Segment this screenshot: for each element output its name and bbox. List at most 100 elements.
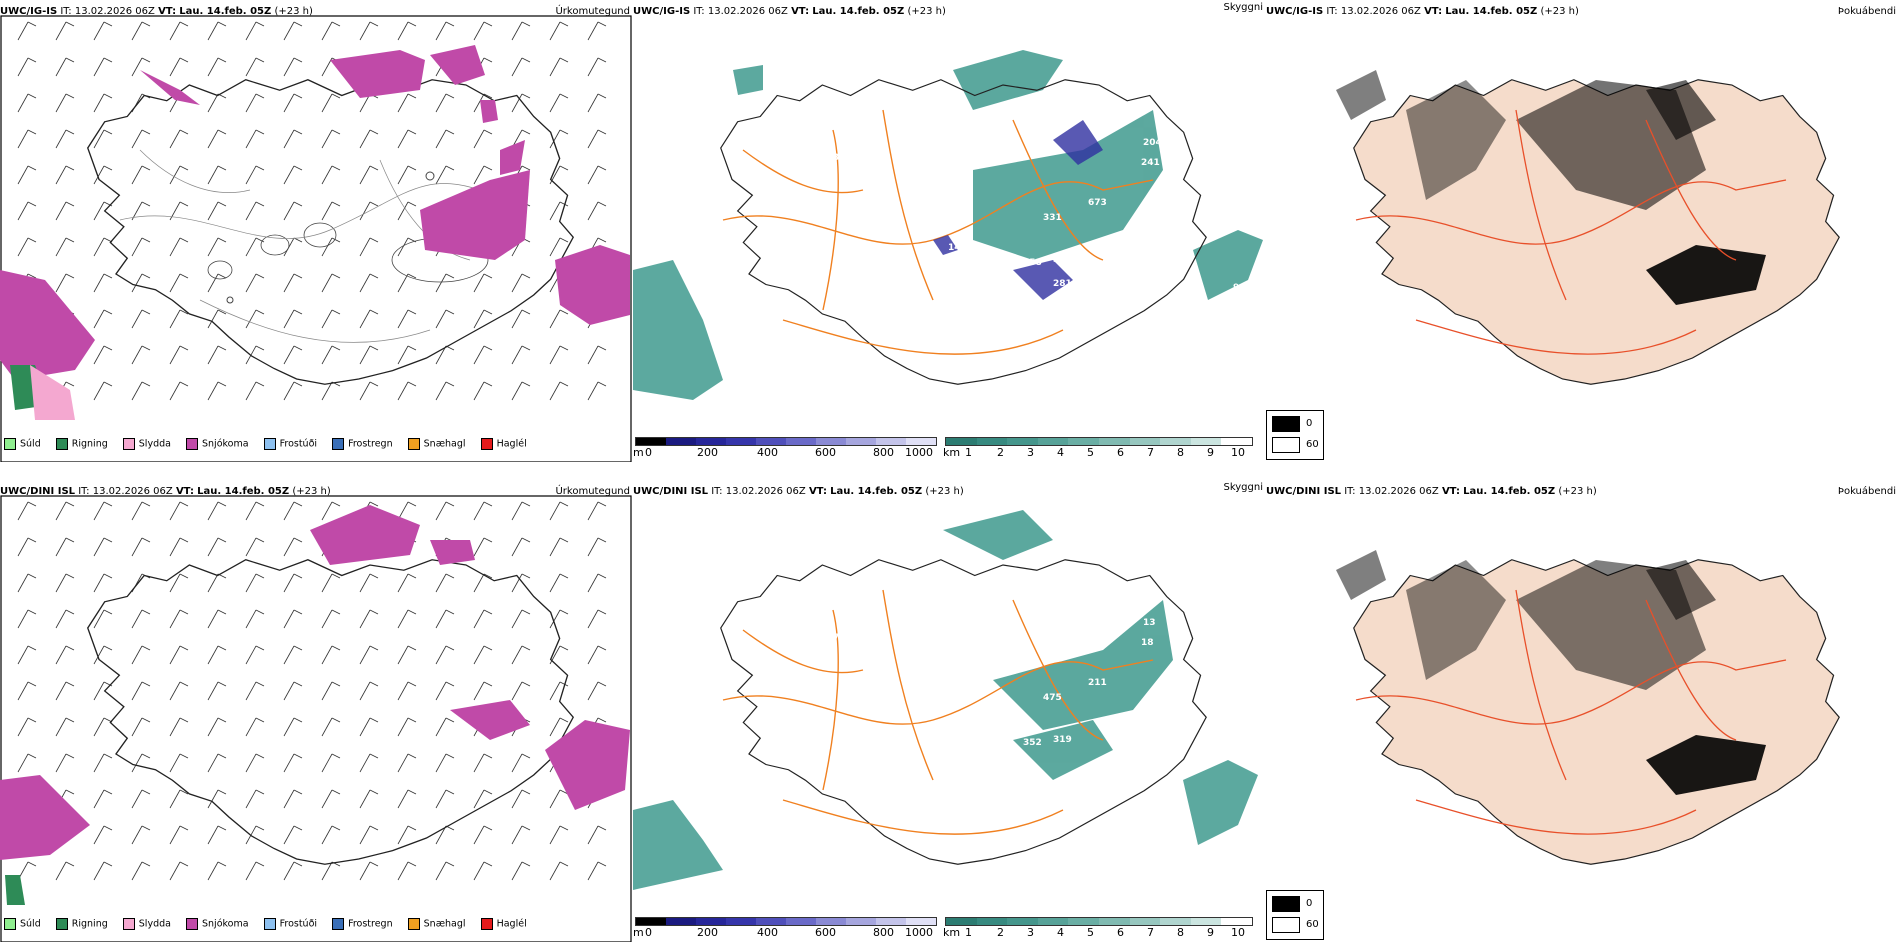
visibility-label: 375: [773, 623, 792, 633]
visibility-label: 237: [1068, 285, 1087, 295]
it-label: IT:: [60, 6, 72, 17]
vt-label: VT:: [175, 486, 194, 497]
fog-index-legend: 0 60: [1266, 410, 1324, 460]
fog-shades: [1336, 70, 1766, 305]
vt-value: Lau. 14.feb. 05Z: [179, 6, 272, 17]
vt-label: VT:: [1441, 486, 1460, 497]
terrain-colorbar: m 0 200 400 600 800 1000: [633, 917, 937, 939]
tick-label: 8: [1177, 446, 1184, 459]
legend-slydda: Slydda: [122, 918, 171, 930]
it-value: 13.02.2026 06Z: [707, 6, 788, 17]
roads-red: [1355, 589, 1787, 835]
vt-value: Lau. 14.feb. 05Z: [1445, 6, 1538, 17]
road-network: [722, 589, 1154, 835]
it-value: 13.02.2026 06Z: [1358, 486, 1439, 497]
visibility-label: 673: [1088, 198, 1107, 208]
lead-time: (+23 h): [907, 6, 946, 17]
visibility-label: 331: [1043, 213, 1062, 223]
vt-label: VT:: [158, 6, 177, 17]
panel-title: Þokuábendi: [1837, 6, 1896, 17]
tick-label: 200: [697, 926, 718, 939]
legend-rigning: Rigning: [55, 918, 108, 930]
panel-title: Þokuábendi: [1837, 486, 1896, 497]
tick-label: 6: [1117, 926, 1124, 939]
legend-frostregn: Frostregn: [332, 438, 393, 450]
terrain-blue: [933, 120, 1103, 300]
tick-label: 7: [1147, 446, 1154, 459]
tick-label: 800: [873, 446, 894, 459]
tick-label: 2: [997, 446, 1004, 459]
altitude-labels: 375 70 13 18 211 475 180 403 352 319: [773, 618, 1156, 748]
fog-index-panel-row1: UWC/DINI ISL IT: 13.02.2026 06Z VT: Lau.…: [1266, 480, 1898, 942]
tick-label: 1: [965, 926, 972, 939]
vt-label: VT:: [808, 486, 827, 497]
fog-max-label: 60: [1306, 439, 1319, 450]
visibility-label: 145: [948, 243, 967, 253]
precip-type-panel-row0: UWC/IG-IS IT: 13.02.2026 06Z VT: Lau. 14…: [0, 0, 632, 462]
lead-time: (+23 h): [274, 6, 313, 17]
vt-value: Lau. 14.feb. 05Z: [812, 6, 905, 17]
tick-label: 9: [1207, 926, 1214, 939]
tick-label: 6: [1117, 446, 1124, 459]
tick-label: 4: [1057, 446, 1064, 459]
visibility-colorbar: km 1 2 3 4 5 6 7 8 9 10: [943, 917, 1253, 939]
precip-map: [0, 15, 632, 462]
snow-areas: [0, 505, 630, 860]
tick-label: 0: [645, 446, 652, 459]
tick-label: 600: [815, 926, 836, 939]
it-label: IT:: [711, 486, 723, 497]
visibility-colorbar: km 1 2 3 4 5 6 7 8 9 10: [943, 437, 1253, 459]
fog-index-panel-row0: UWC/IG-IS IT: 13.02.2026 06Z VT: Lau. 14…: [1266, 0, 1898, 462]
panel-title: Skyggni: [1223, 2, 1263, 13]
visibility-label: 13: [1143, 618, 1156, 628]
tick-label: 9: [1207, 446, 1214, 459]
visibility-label: 338: [833, 153, 852, 163]
visibility-label: 211: [1088, 678, 1107, 688]
tick-label: 800: [873, 926, 894, 939]
wind-barbs: [17, 501, 607, 881]
model-name: UWC/DINI ISL: [1266, 486, 1342, 497]
tick-label: 1000: [905, 446, 933, 459]
visibility-label: 352: [1023, 738, 1042, 748]
tick-label: 10: [1231, 926, 1245, 939]
visibility-label: 180: [948, 723, 967, 733]
tick-label: 4: [1057, 926, 1064, 939]
tick-label: 2: [997, 926, 1004, 939]
model-name: UWC/IG-IS: [0, 6, 58, 17]
precip-map: [0, 495, 632, 942]
it-value: 13.02.2026 06Z: [1340, 6, 1421, 17]
tick-label: 200: [697, 446, 718, 459]
iceland-outline: [720, 79, 1207, 385]
it-label: IT:: [693, 6, 705, 17]
vt-label: VT:: [791, 6, 810, 17]
terrain-colorbar: m 0 200 400 600 800 1000: [633, 437, 937, 459]
it-label: IT:: [1344, 486, 1356, 497]
lead-time: (+23 h): [925, 486, 964, 497]
model-name: UWC/IG-IS: [1266, 6, 1324, 17]
model-name: UWC/DINI ISL: [0, 486, 76, 497]
visibility-label: 204: [1143, 138, 1162, 148]
tick-label: 3: [1027, 446, 1034, 459]
tick-label: 5: [1087, 926, 1094, 939]
legend-frostudi: Frostúði: [263, 438, 317, 450]
panel-title: Skyggni: [1223, 482, 1263, 493]
lead-time: (+23 h): [1540, 6, 1579, 17]
panel-title: Úrkomutegund: [555, 486, 630, 497]
vt-value: Lau. 14.feb. 05Z: [830, 486, 923, 497]
fog-teal: [633, 50, 1263, 400]
panel-header: UWC/IG-IS IT: 13.02.2026 06Z VT: Lau. 14…: [0, 6, 632, 20]
legend-snaehagl: Snæhagl: [407, 438, 466, 450]
legend-snjokoma: Snjókoma: [186, 918, 249, 930]
tick-label: 3: [1027, 926, 1034, 939]
legend-haglel: Haglél: [480, 438, 527, 450]
panel-header: UWC/DINI ISL IT: 13.02.2026 06Z VT: Lau.…: [633, 482, 1265, 500]
iceland-outline: [720, 559, 1207, 865]
map-frame: [0, 15, 632, 462]
tick-label: 0: [645, 926, 652, 939]
visibility-label: 281: [1053, 279, 1072, 289]
visibility-unit: km: [943, 446, 961, 459]
iceland-outline: [86, 79, 575, 385]
visibility-label: 365: [1123, 261, 1142, 271]
fog-min-label: 0: [1306, 418, 1313, 429]
legend-slydda: Slydda: [122, 438, 171, 450]
